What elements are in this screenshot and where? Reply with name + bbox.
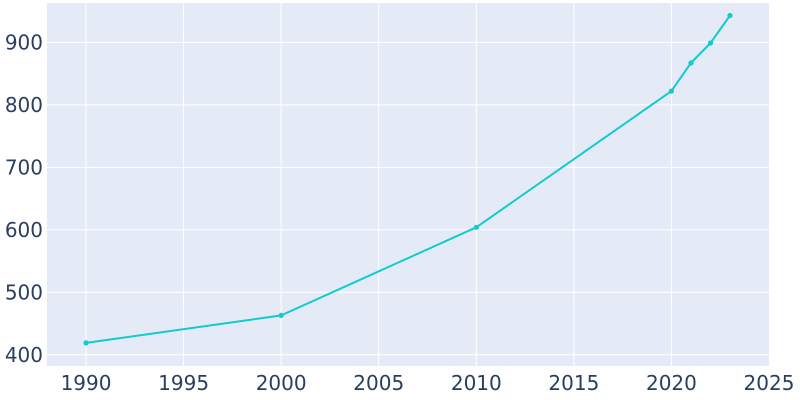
x-tick-label: 2025: [744, 371, 795, 395]
x-tick-label: 2020: [646, 371, 697, 395]
data-point: [473, 224, 479, 230]
grid-lines: [47, 3, 769, 366]
x-tick-label: 2005: [353, 371, 404, 395]
x-tick-label: 1995: [158, 371, 209, 395]
data-point: [688, 60, 694, 66]
y-tick-label: 600: [5, 218, 43, 242]
y-tick-label: 700: [5, 155, 43, 179]
y-tick-label: 900: [5, 30, 43, 54]
data-point: [707, 40, 714, 46]
plot-area: [47, 3, 769, 366]
y-axis: 400 500 600 700 800 900: [5, 30, 43, 366]
x-tick-label: 2010: [451, 371, 502, 395]
y-tick-label: 400: [5, 343, 43, 367]
x-tick-label: 2015: [548, 371, 599, 395]
series-group: [83, 12, 733, 346]
x-axis: 1990 1995 2000 2005 2010 2015 2020 2025: [61, 371, 795, 395]
data-point: [278, 312, 284, 318]
x-tick-label: 1990: [61, 371, 112, 395]
y-tick-label: 500: [5, 280, 43, 304]
data-point: [668, 88, 675, 94]
data-point: [727, 12, 733, 19]
data-point: [83, 340, 89, 346]
y-tick-label: 800: [5, 93, 43, 117]
x-tick-label: 2000: [256, 371, 307, 395]
